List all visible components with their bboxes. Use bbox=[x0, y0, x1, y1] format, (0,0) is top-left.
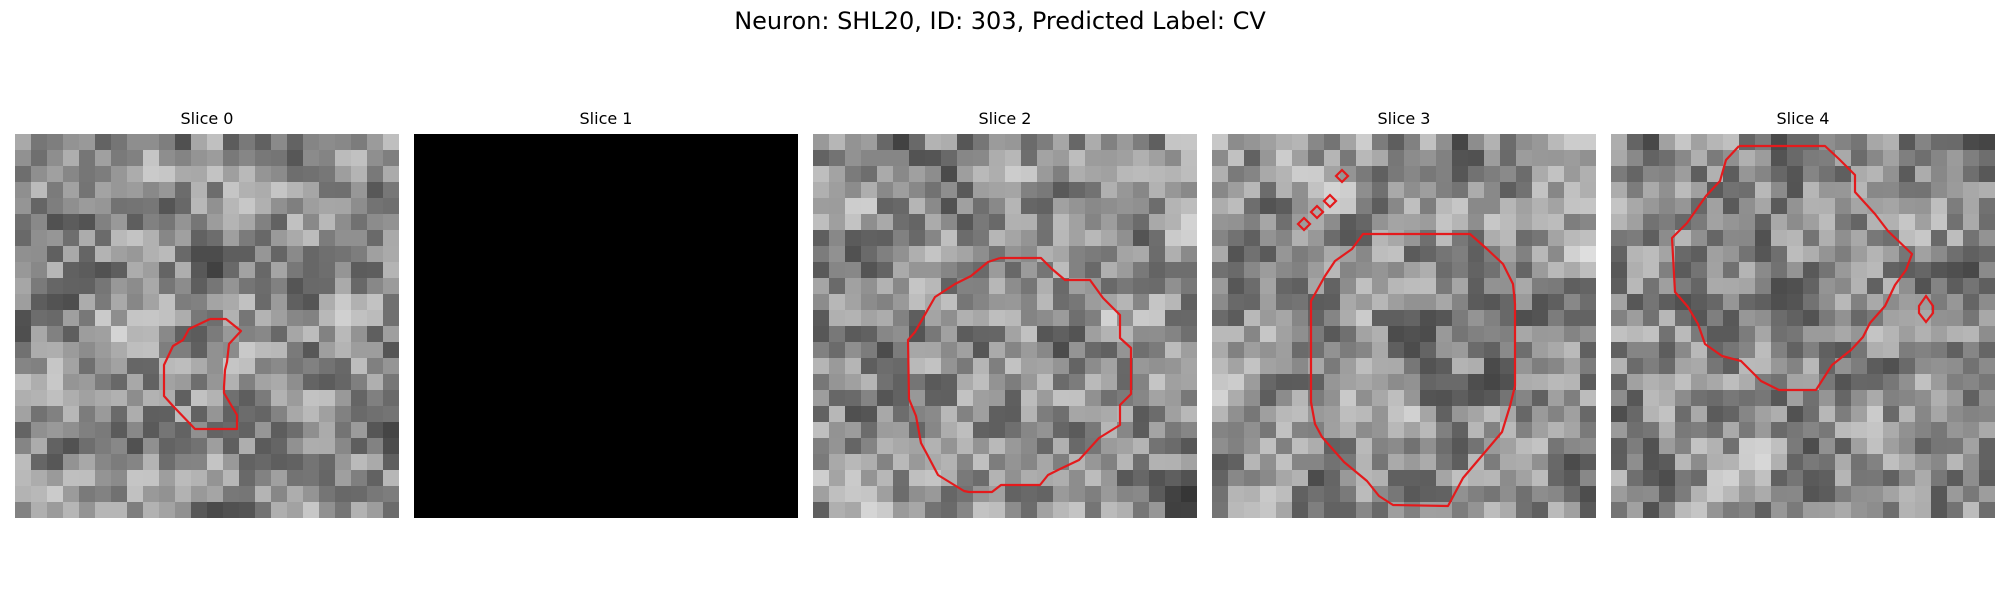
slice-3-small-contour-1 bbox=[1334, 168, 1350, 184]
panel-title-slice-3: Slice 3 bbox=[1377, 109, 1431, 128]
slice-4-pixels bbox=[1611, 134, 1995, 518]
figure-title: Neuron: SHL20, ID: 303, Predicted Label:… bbox=[734, 7, 1266, 35]
panel-title-slice-4: Slice 4 bbox=[1776, 109, 1830, 128]
slice-0-contour bbox=[162, 317, 243, 431]
slice-3-image bbox=[1212, 134, 1596, 518]
slice-4-contour bbox=[1670, 144, 1914, 392]
slice-3-small-contour-2 bbox=[1322, 193, 1338, 209]
panel-title-slice-2: Slice 2 bbox=[978, 109, 1032, 128]
slice-0-image bbox=[15, 134, 399, 518]
slice-2-contour-overlay bbox=[906, 256, 1133, 494]
slice-3-contour-overlay bbox=[1296, 168, 1517, 508]
panel-title-slice-0: Slice 0 bbox=[180, 109, 234, 128]
slice-2-contour bbox=[906, 256, 1133, 494]
slice-0-contour-overlay bbox=[162, 317, 243, 431]
slice-4-contour-overlay bbox=[1670, 144, 1935, 392]
slice-1-image bbox=[414, 134, 798, 518]
slice-4-image bbox=[1611, 134, 1995, 518]
slice-3-contour bbox=[1309, 232, 1517, 508]
slice-0-pixels bbox=[15, 134, 399, 518]
slice-3-small-contour-3 bbox=[1309, 204, 1325, 220]
panel-title-slice-1: Slice 1 bbox=[579, 109, 633, 128]
slice-4-small-contour bbox=[1917, 294, 1935, 324]
slice-2-pixels bbox=[813, 134, 1197, 518]
slice-2-image bbox=[813, 134, 1197, 518]
slice-3-pixels bbox=[1212, 134, 1596, 518]
slice-3-small-contour-4 bbox=[1296, 216, 1312, 232]
slice-1-pixels bbox=[414, 134, 798, 518]
